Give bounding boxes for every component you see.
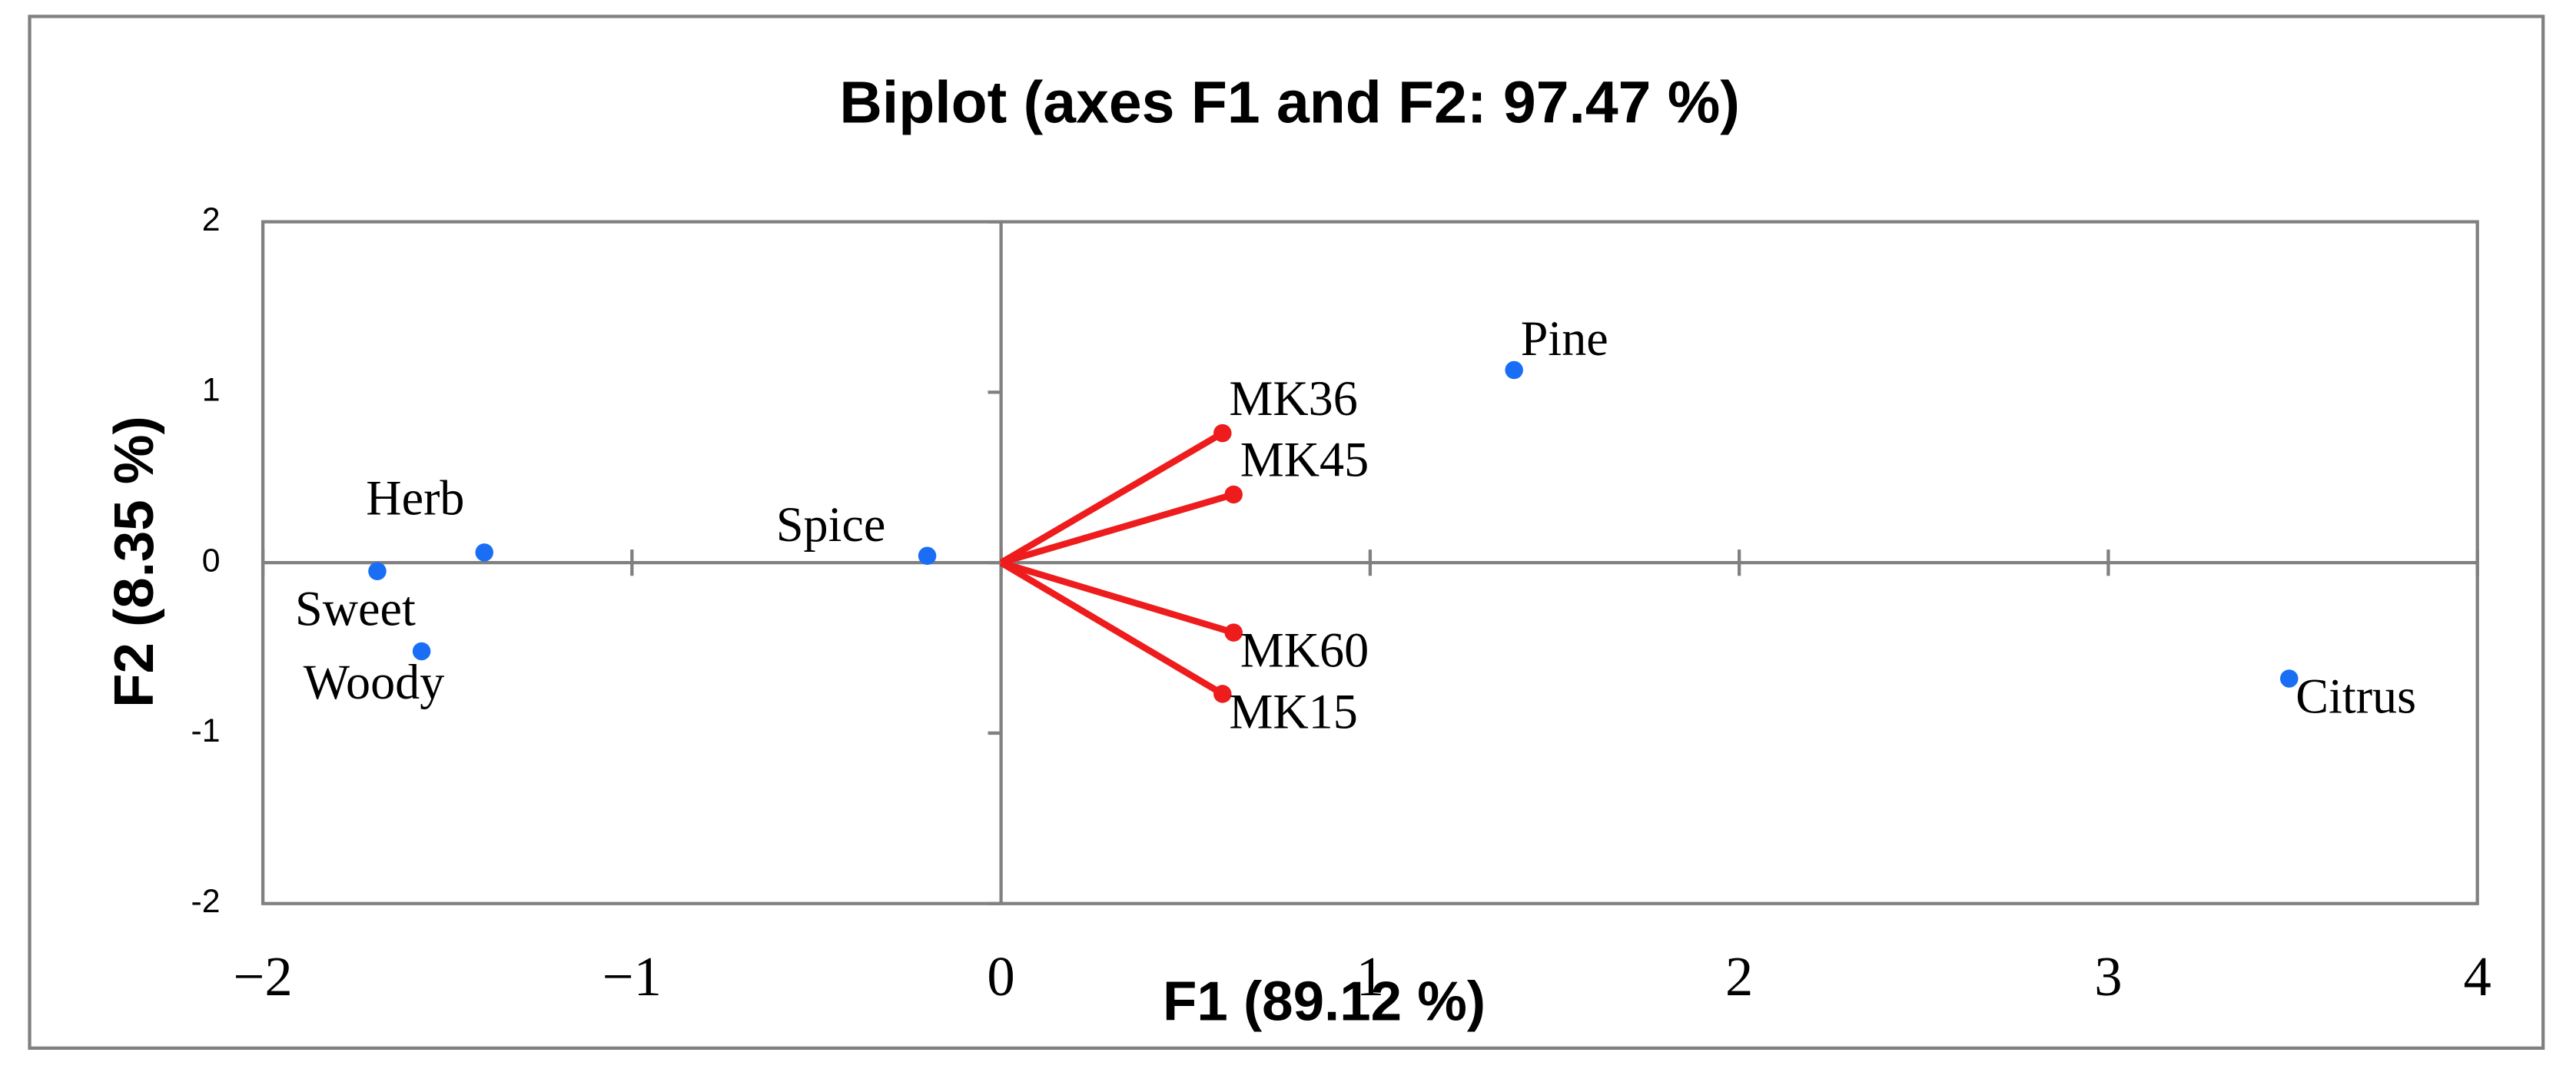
x-tick-label: −2 — [233, 945, 292, 1008]
y-tick-label: 1 — [202, 372, 221, 409]
point-label: Herb — [366, 470, 464, 525]
point-label: Spice — [776, 497, 885, 552]
x-tick-label: 3 — [2094, 945, 2122, 1008]
chart-frame — [28, 15, 2545, 1050]
x-tick-label: 0 — [987, 945, 1014, 1008]
vector — [1000, 559, 1235, 636]
point — [918, 546, 937, 566]
point-label: Woody — [304, 655, 445, 709]
vector-tip — [1224, 623, 1243, 642]
x-tick-label: 1 — [1356, 945, 1384, 1008]
y-tick-label: 2 — [202, 201, 221, 238]
vector-label: MK45 — [1240, 433, 1369, 487]
chart-title: Biplot (axes F1 and F2: 97.47 %) — [839, 69, 1739, 135]
y-tick-label: -2 — [191, 883, 220, 920]
point — [1505, 360, 1523, 380]
y-axis-title: F2 (8.35 %) — [103, 416, 165, 708]
vector-label: MK15 — [1229, 685, 1357, 739]
point — [2279, 669, 2299, 688]
vector-label: MK36 — [1229, 371, 1357, 426]
point — [412, 642, 431, 661]
vector-tip — [1213, 685, 1232, 703]
x-tick-label: −1 — [603, 945, 662, 1008]
vector — [1000, 491, 1235, 566]
point-label: Pine — [1521, 311, 1608, 366]
point-label: Citrus — [2295, 669, 2416, 724]
x-axis-title: F1 (89.12 %) — [1163, 970, 1486, 1032]
point-label: Sweet — [295, 582, 416, 636]
point — [475, 543, 493, 562]
vector-label: MK60 — [1240, 623, 1369, 678]
y-tick-label: -1 — [191, 712, 220, 749]
vector — [999, 559, 1224, 697]
x-tick-label: 2 — [1725, 945, 1753, 1008]
x-tick-label: 4 — [2464, 945, 2491, 1008]
vector-tip — [1224, 485, 1243, 504]
vector-tip — [1213, 423, 1232, 443]
vector — [999, 430, 1224, 566]
y-tick-label: 0 — [202, 542, 221, 579]
point — [368, 562, 387, 581]
